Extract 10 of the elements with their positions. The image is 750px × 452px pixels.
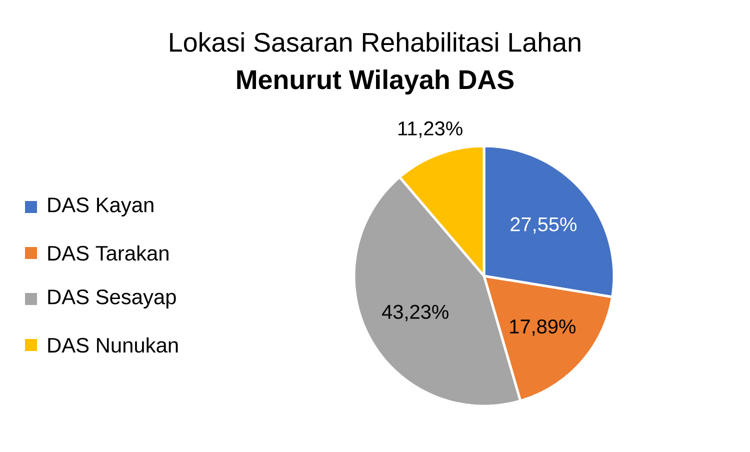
chart-subtitle: Menurut Wilayah DAS	[237, 69, 514, 95]
data-label: 43,23%	[382, 304, 448, 322]
legend-label: DAS Nunukan	[48, 337, 178, 353]
data-label: 27,55%	[510, 217, 576, 234]
chart-title: Lokasi Sasaran Rehabilitasi Lahan	[170, 32, 580, 52]
legend-label: DAS Kayan	[48, 198, 154, 216]
legend-label: DAS Tarakan	[48, 245, 168, 261]
data-label: 17,89%	[510, 319, 576, 336]
legend-label: DAS Sesayap	[48, 290, 176, 308]
data-label: 11,23%	[398, 121, 462, 138]
